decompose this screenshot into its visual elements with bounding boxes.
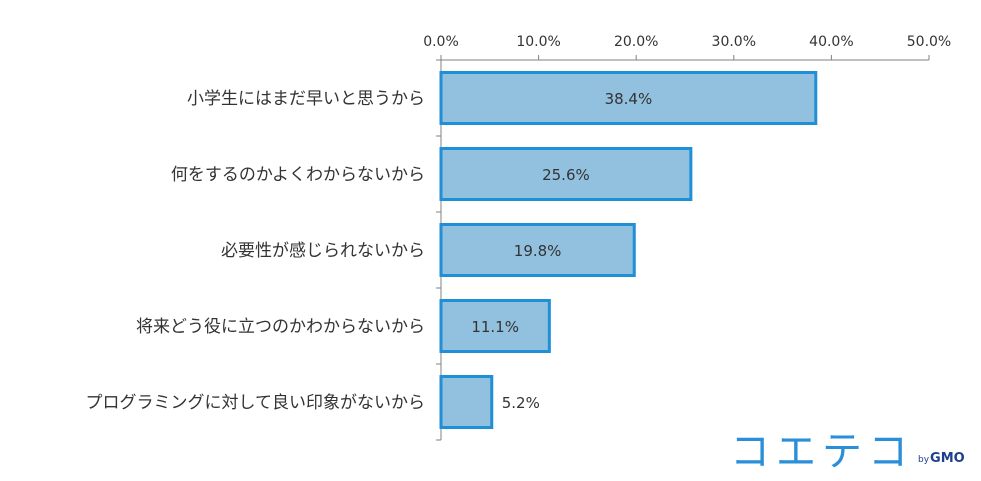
- category-label: 何をするのかよくわからないから: [171, 165, 425, 185]
- value-label: 38.4%: [605, 90, 653, 108]
- x-tick-label: 50.0%: [907, 34, 951, 50]
- logo-byline: byGMO: [918, 451, 965, 466]
- logo-brand: GMO: [930, 451, 965, 466]
- category-label: 小学生にはまだ早いと思うから: [187, 89, 425, 109]
- bar: [439, 71, 818, 125]
- logo-wordmark: コエテコ: [730, 429, 914, 475]
- value-label: 19.8%: [514, 242, 562, 260]
- x-tick-label: 30.0%: [712, 34, 756, 50]
- value-label: 5.2%: [502, 394, 540, 412]
- bar: [439, 147, 693, 201]
- logo-by: by: [918, 455, 930, 465]
- x-tick-label: 10.0%: [516, 34, 560, 50]
- category-label: 必要性が感じられないから: [221, 241, 425, 261]
- category-label: プログラミングに対して良い印象がないから: [86, 393, 426, 413]
- bar: [439, 299, 551, 353]
- x-tick-label: 40.0%: [809, 34, 853, 50]
- x-tick-label: 0.0%: [423, 34, 459, 50]
- value-label: 25.6%: [542, 166, 590, 184]
- x-tick-label: 20.0%: [614, 34, 658, 50]
- bar: [439, 375, 494, 429]
- brand-logo: コエテコ byGMO: [730, 432, 965, 472]
- value-label: 11.1%: [471, 318, 519, 336]
- category-label: 将来どう役に立つのかわからないから: [136, 317, 425, 337]
- bar: [439, 223, 636, 277]
